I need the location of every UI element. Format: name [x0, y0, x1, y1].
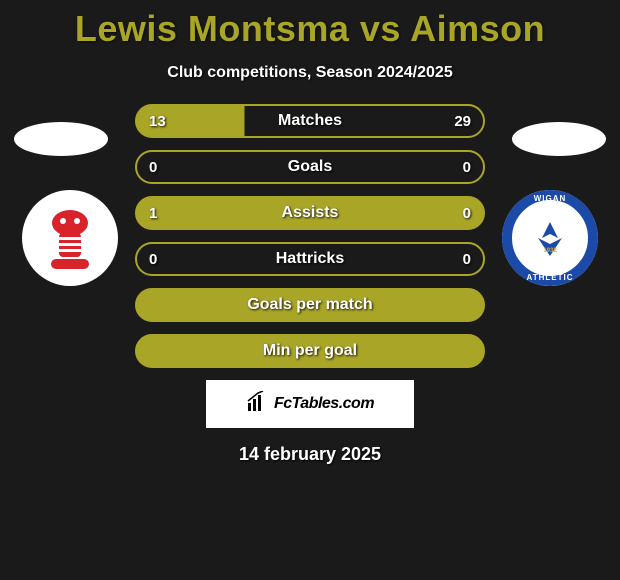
svg-text:1932: 1932 — [543, 248, 557, 254]
footer-date: 14 february 2025 — [0, 444, 620, 465]
stat-row: 0 Goals 0 — [0, 150, 620, 184]
comparison-card: Lewis Montsma vs Aimson Club competition… — [0, 0, 620, 580]
stat-label: Matches — [137, 112, 483, 130]
stat-label: Goals per match — [247, 296, 372, 314]
stat-label: Goals — [137, 158, 483, 176]
chart-icon — [246, 391, 268, 418]
stat-row: Goals per match — [0, 288, 620, 322]
stat-label: Hattricks — [137, 250, 483, 268]
stat-label: Min per goal — [263, 342, 357, 360]
stat-row: 13 Matches 29 — [0, 104, 620, 138]
footer-brand-box: FcTables.com — [206, 380, 414, 428]
footer-brand-text: FcTables.com — [274, 395, 374, 413]
stat-row: Min per goal — [0, 334, 620, 368]
page-subtitle: Club competitions, Season 2024/2025 — [0, 64, 620, 82]
page-title: Lewis Montsma vs Aimson — [0, 8, 620, 50]
stat-label: Assists — [137, 204, 483, 222]
